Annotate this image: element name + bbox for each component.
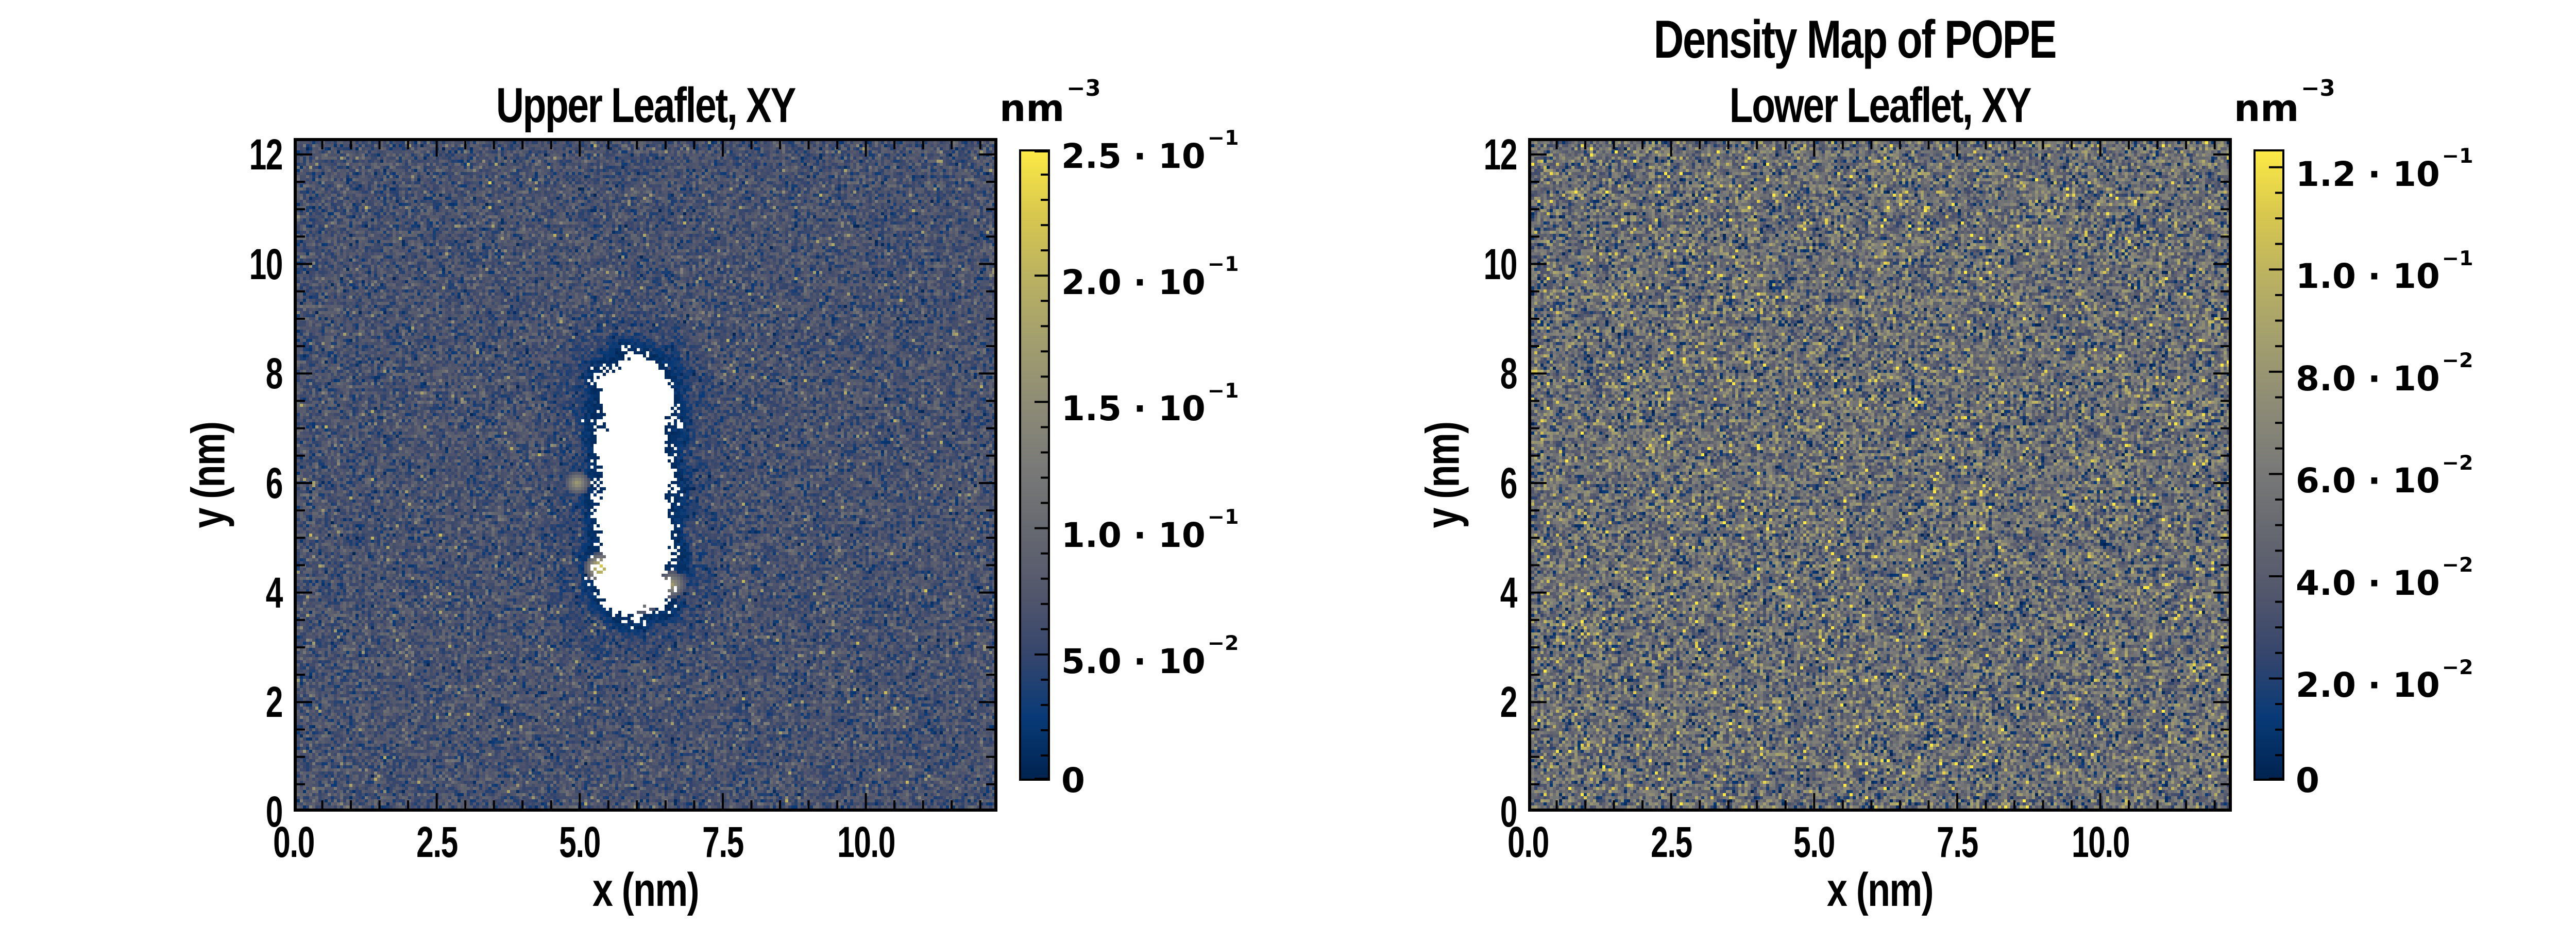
heatmap-upper-leaflet bbox=[294, 138, 997, 812]
colorbar-tick-label: 2.0 · 10 −1 bbox=[1061, 252, 1239, 303]
colorbar-unit-upper-leaflet: nm−3 bbox=[999, 76, 1101, 130]
x-tick-label: 7.5 bbox=[702, 818, 744, 866]
colorbar-unit-lower-leaflet: nm−3 bbox=[2234, 76, 2335, 130]
x-tick-label: 10.0 bbox=[2071, 818, 2130, 866]
x-tick-label: 2.5 bbox=[416, 818, 458, 866]
x-tick-label: 10.0 bbox=[837, 818, 895, 866]
colorbar-tick-label: 1.0 · 10 −1 bbox=[1061, 505, 1239, 555]
x-tick-label: 0.0 bbox=[1507, 818, 1549, 866]
panel-title-lower-leaflet: Lower Leaflet, XY bbox=[1729, 78, 2032, 133]
y-tick-label: 6 bbox=[265, 458, 283, 507]
x-tick-label: 7.5 bbox=[1937, 818, 1978, 866]
figure-title: Density Map of POPE bbox=[1653, 10, 2057, 70]
y-tick-label: 10 bbox=[1483, 239, 1518, 288]
colorbar-tick-label: 2.0 · 10 −2 bbox=[2296, 655, 2473, 706]
colorbar-tick-label: 1.2 · 10 −1 bbox=[2296, 144, 2473, 194]
colorbar-tick-label: 8.0 · 10 −2 bbox=[2296, 349, 2473, 399]
y-tick-label: 6 bbox=[1500, 458, 1518, 507]
y-tick-label: 2 bbox=[1500, 678, 1518, 727]
x-tick-label: 0.0 bbox=[273, 818, 315, 866]
heatmap-lower-leaflet bbox=[1528, 138, 2232, 812]
colorbar-tick-label: 2.5 · 10 −1 bbox=[1061, 126, 1239, 176]
y-tick-label: 10 bbox=[249, 239, 283, 288]
colorbar-tick-label: 5.0 · 10 −2 bbox=[1061, 631, 1239, 681]
colorbar-tick-label: 6.0 · 10 −2 bbox=[2296, 451, 2473, 501]
y-tick-label: 0 bbox=[265, 787, 283, 836]
x-axis-label-upper-leaflet: x (nm) bbox=[592, 864, 699, 916]
colorbar-tick-label: 1.5 · 10 −1 bbox=[1061, 379, 1239, 429]
y-tick-label: 8 bbox=[1500, 349, 1518, 398]
x-tick-label: 5.0 bbox=[559, 818, 601, 866]
y-tick-label: 8 bbox=[265, 349, 283, 398]
panel-title-upper-leaflet: Upper Leaflet, XY bbox=[496, 78, 796, 133]
colorbar-tick-label: 1.0 · 10 −1 bbox=[2296, 246, 2473, 297]
y-tick-label: 12 bbox=[249, 130, 283, 179]
y-tick-label: 12 bbox=[1483, 130, 1518, 179]
y-tick-label: 4 bbox=[1500, 568, 1518, 617]
x-tick-label: 2.5 bbox=[1650, 818, 1692, 866]
y-tick-label: 4 bbox=[265, 568, 283, 617]
y-tick-label: 0 bbox=[1500, 787, 1518, 836]
x-axis-label-lower-leaflet: x (nm) bbox=[1827, 864, 1934, 916]
colorbar-tick-label: 0 bbox=[2296, 761, 2319, 800]
y-tick-label: 2 bbox=[265, 678, 283, 727]
colorbar-lower-leaflet bbox=[2253, 149, 2284, 781]
x-tick-label: 5.0 bbox=[1793, 818, 1835, 866]
colorbar-tick-label: 4.0 · 10 −2 bbox=[2296, 553, 2473, 603]
colorbar-tick-label: 0 bbox=[1061, 761, 1085, 800]
colorbar-upper-leaflet bbox=[1019, 149, 1050, 781]
